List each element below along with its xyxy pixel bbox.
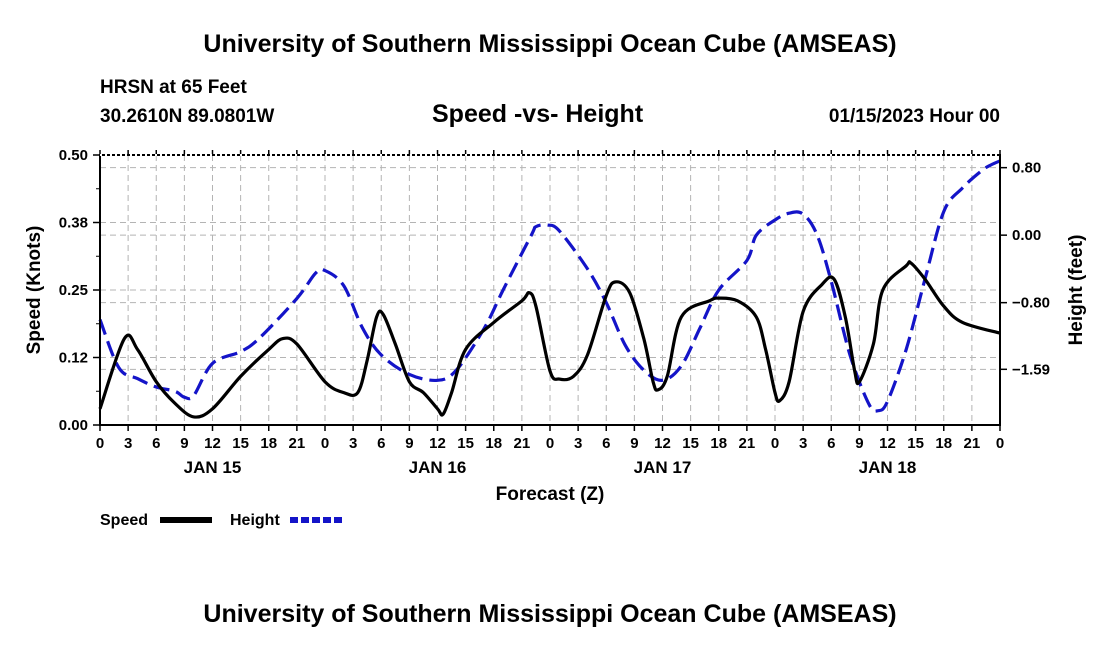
page-title-bottom: University of Southern Mississippi Ocean… [203,600,897,628]
left-tick-label: 0.12 [59,350,88,367]
x-tick-label: 9 [180,435,188,452]
left-tick-label: 0.25 [59,282,88,299]
right-tick-label: 0.00 [1012,227,1041,244]
x-tick-label: 18 [710,435,727,452]
x-tick-label: 15 [682,435,699,452]
x-tick-label: 12 [654,435,671,452]
x-tick-label: 15 [232,435,249,452]
left-tick-label: 0.38 [59,215,88,232]
x-tick-label: 0 [996,435,1004,452]
right-axis-label: Height (feet) [1066,235,1087,346]
x-tick-label: 3 [799,435,807,452]
coordinates-label: 30.2610N 89.0801W [100,106,275,127]
x-tick-label: 3 [124,435,132,452]
left-tick-label: 0.50 [59,147,88,164]
station-label: HRSN at 65 Feet [100,77,247,98]
x-tick-label: 0 [771,435,779,452]
right-tick-label: −0.80 [1012,295,1050,312]
x-axis-label: Forecast (Z) [496,484,605,505]
series-line-speed [98,260,1001,419]
x-tick-label: 15 [907,435,924,452]
series-line-height [98,159,1001,413]
day-label: JAN 17 [634,458,692,477]
legend-height-label: Height [230,512,280,529]
x-tick-label: 6 [377,435,385,452]
forecast-datetime: 01/15/2023 Hour 00 [828,106,1000,127]
legend-speed-label: Speed [100,512,148,529]
x-tick-label: 12 [429,435,446,452]
x-tick-label: 3 [349,435,357,452]
x-tick-label: 21 [739,435,756,452]
left-tick-label: 0.00 [59,417,88,434]
x-tick-label: 15 [457,435,474,452]
x-tick-label: 9 [630,435,638,452]
x-tick-label: 6 [827,435,835,452]
right-tick-label: 0.80 [1012,160,1041,177]
day-label: JAN 15 [184,458,242,477]
chart-subtitle: Speed -vs- Height [432,100,644,128]
x-tick-label: 0 [96,435,104,452]
x-tick-label: 6 [152,435,160,452]
x-tick-label: 12 [204,435,221,452]
x-tick-label: 0 [321,435,329,452]
day-label: JAN 16 [409,458,467,477]
day-label: JAN 18 [859,458,917,477]
x-tick-label: 0 [546,435,554,452]
x-tick-label: 12 [879,435,896,452]
right-tick-label: −1.59 [1012,361,1050,378]
left-axis-label: Speed (Knots) [24,226,45,355]
axes: 0 3 6 9 12 15 18 21 0 3 6 9 12 15 18 21 0 3 6 9 12 15 18 21 0 3 6 9… [59,147,1050,477]
legend: Speed Height [100,512,342,529]
x-tick-label: 9 [405,435,413,452]
page-title-top: University of Southern Mississippi Ocean… [203,30,897,58]
x-tick-label: 18 [935,435,952,452]
x-tick-label: 21 [514,435,531,452]
x-tick-label: 3 [574,435,582,452]
x-tick-label: 21 [289,435,306,452]
series-layer [98,159,1001,419]
x-tick-label: 6 [602,435,610,452]
x-tick-label: 21 [964,435,981,452]
x-tick-label: 18 [260,435,277,452]
x-tick-label: 18 [485,435,502,452]
x-tick-label: 9 [855,435,863,452]
